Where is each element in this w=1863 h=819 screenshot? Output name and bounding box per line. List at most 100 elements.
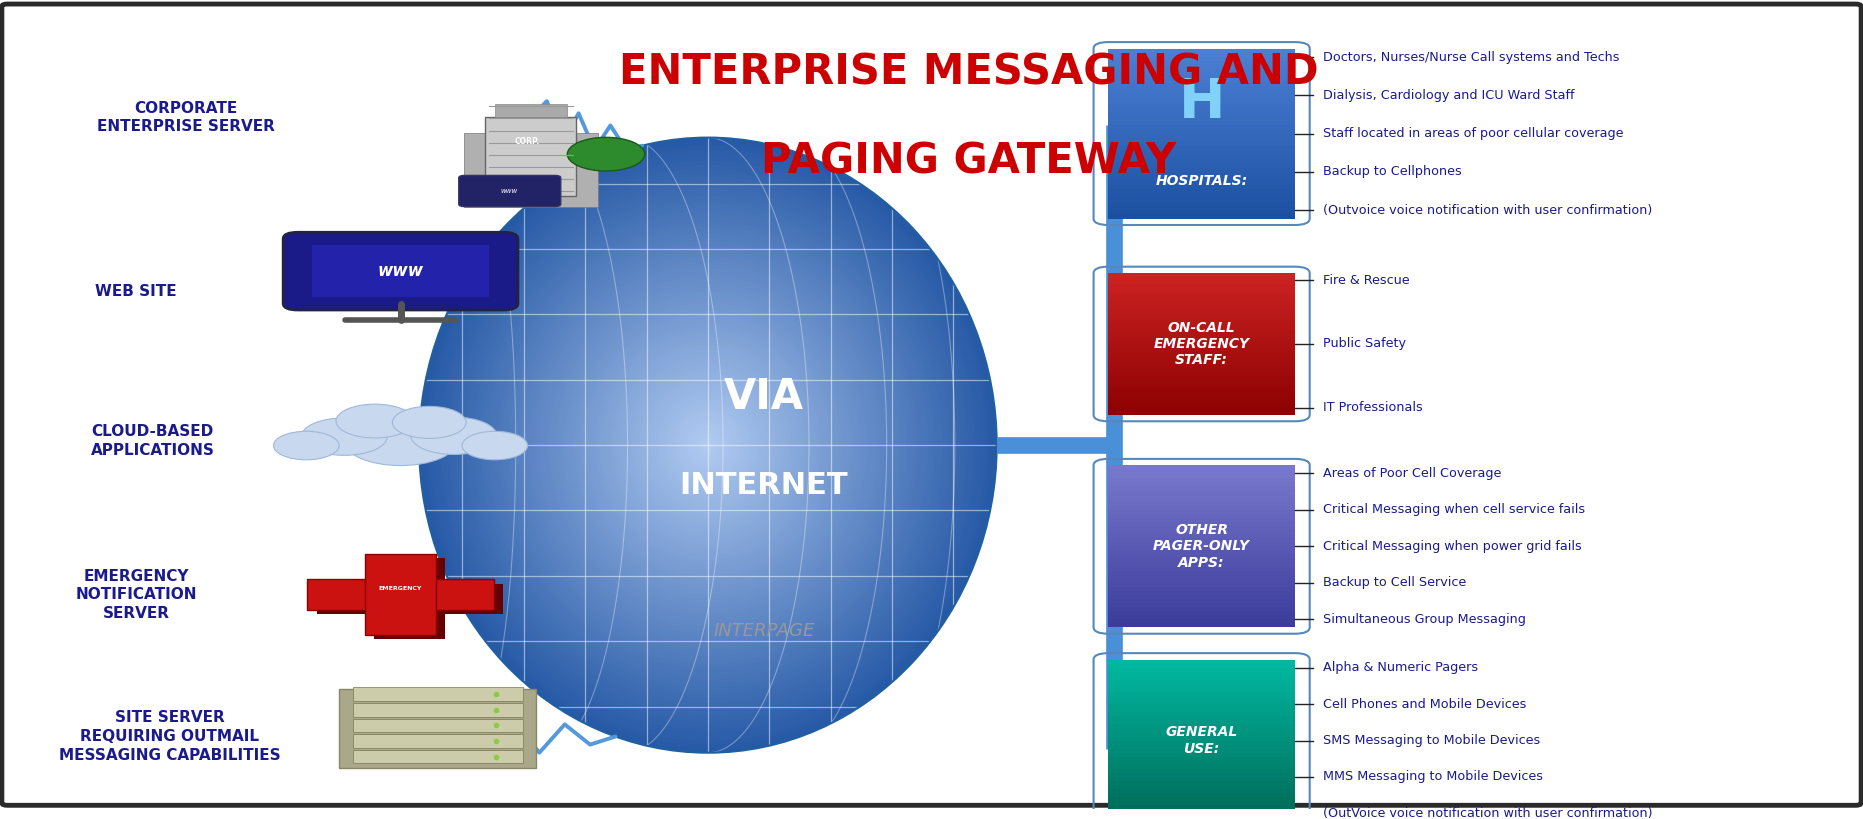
Bar: [1108, 595, 1295, 599]
Ellipse shape: [570, 299, 846, 591]
Ellipse shape: [538, 265, 877, 626]
Ellipse shape: [680, 414, 738, 476]
Bar: [1108, 390, 1295, 394]
Ellipse shape: [665, 399, 751, 491]
Ellipse shape: [607, 337, 809, 553]
Bar: [1108, 70, 1295, 74]
Circle shape: [335, 404, 414, 438]
Ellipse shape: [546, 272, 870, 618]
Bar: [1108, 400, 1295, 404]
Bar: [1108, 793, 1295, 797]
Bar: [1108, 379, 1295, 383]
Bar: [1108, 104, 1295, 108]
Ellipse shape: [619, 349, 797, 541]
Text: Critical Messaging when power grid fails: Critical Messaging when power grid fails: [1323, 540, 1582, 553]
Ellipse shape: [438, 156, 978, 734]
Bar: [1108, 469, 1295, 473]
FancyBboxPatch shape: [352, 687, 524, 701]
Bar: [1108, 323, 1295, 326]
FancyBboxPatch shape: [352, 734, 524, 748]
Text: VIA: VIA: [723, 376, 805, 418]
Circle shape: [462, 432, 527, 459]
Ellipse shape: [566, 295, 850, 595]
Bar: [1108, 728, 1295, 732]
Bar: [1108, 112, 1295, 116]
Text: PAGING GATEWAY: PAGING GATEWAY: [762, 141, 1176, 183]
Bar: [1108, 411, 1295, 414]
FancyBboxPatch shape: [283, 233, 518, 310]
Bar: [1108, 530, 1295, 534]
Bar: [1108, 790, 1295, 793]
Bar: [1108, 563, 1295, 567]
Bar: [1108, 506, 1295, 510]
Bar: [1108, 676, 1295, 680]
Ellipse shape: [704, 441, 712, 449]
Ellipse shape: [654, 387, 762, 503]
Ellipse shape: [686, 422, 730, 468]
Bar: [1108, 785, 1295, 790]
FancyBboxPatch shape: [339, 690, 537, 767]
Bar: [1108, 333, 1295, 337]
Bar: [1108, 57, 1295, 61]
Bar: [1108, 341, 1295, 344]
Bar: [1108, 180, 1295, 184]
Circle shape: [566, 138, 645, 171]
Text: CLOUD-BASED
APPLICATIONS: CLOUD-BASED APPLICATIONS: [91, 424, 214, 458]
Bar: [1108, 287, 1295, 291]
Ellipse shape: [596, 326, 820, 564]
Circle shape: [345, 417, 456, 465]
Text: H: H: [1179, 76, 1224, 130]
Ellipse shape: [658, 391, 758, 499]
Ellipse shape: [458, 180, 958, 710]
Bar: [1108, 91, 1295, 95]
Text: SMS Messaging to Mobile Devices: SMS Messaging to Mobile Devices: [1323, 734, 1541, 747]
Ellipse shape: [496, 219, 920, 672]
Bar: [1108, 696, 1295, 700]
Ellipse shape: [445, 165, 971, 726]
Bar: [1108, 184, 1295, 189]
Bar: [1108, 358, 1295, 362]
Bar: [1108, 611, 1295, 615]
FancyBboxPatch shape: [484, 117, 576, 197]
FancyBboxPatch shape: [311, 245, 488, 297]
Text: Simultaneous Group Messaging: Simultaneous Group Messaging: [1323, 613, 1526, 626]
Bar: [1108, 546, 1295, 550]
Text: Backup to Cellphones: Backup to Cellphones: [1323, 165, 1461, 179]
Bar: [1108, 721, 1295, 724]
Ellipse shape: [520, 245, 896, 645]
Bar: [1108, 95, 1295, 100]
Bar: [1108, 502, 1295, 506]
Bar: [1108, 66, 1295, 70]
Bar: [1108, 125, 1295, 129]
Ellipse shape: [661, 395, 755, 495]
Bar: [1108, 510, 1295, 514]
Circle shape: [274, 432, 339, 459]
Ellipse shape: [682, 419, 734, 472]
Bar: [1108, 514, 1295, 518]
Ellipse shape: [473, 195, 943, 695]
Ellipse shape: [430, 149, 986, 741]
Bar: [1108, 298, 1295, 301]
Ellipse shape: [550, 276, 866, 614]
Ellipse shape: [650, 383, 766, 507]
Bar: [1108, 210, 1295, 215]
Bar: [1108, 309, 1295, 312]
Bar: [1108, 394, 1295, 397]
Bar: [1108, 761, 1295, 765]
Ellipse shape: [492, 215, 924, 676]
Bar: [1108, 465, 1295, 469]
Text: HOSPITALS:: HOSPITALS:: [1155, 174, 1248, 188]
Bar: [1108, 817, 1295, 819]
Text: Public Safety: Public Safety: [1323, 337, 1407, 351]
Bar: [1108, 583, 1295, 586]
Bar: [1108, 579, 1295, 583]
Bar: [1108, 663, 1295, 667]
Text: CORP.: CORP.: [514, 137, 540, 146]
Bar: [1108, 559, 1295, 563]
Text: Cell Phones and Mobile Devices: Cell Phones and Mobile Devices: [1323, 698, 1526, 711]
Bar: [1108, 607, 1295, 611]
Ellipse shape: [624, 357, 792, 533]
Bar: [1108, 315, 1295, 319]
Bar: [1108, 48, 1295, 52]
Ellipse shape: [578, 307, 838, 584]
